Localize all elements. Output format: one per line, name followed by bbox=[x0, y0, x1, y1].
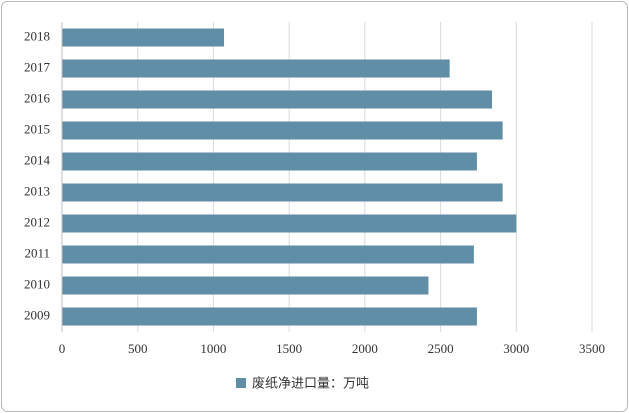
y-tick-label: 2015 bbox=[24, 121, 50, 136]
legend-swatch bbox=[236, 378, 246, 388]
y-tick-label: 2012 bbox=[24, 214, 50, 229]
y-tick-label: 2010 bbox=[24, 276, 50, 291]
bar bbox=[62, 121, 503, 140]
y-tick-label: 2009 bbox=[24, 307, 50, 322]
x-tick-label: 0 bbox=[59, 341, 66, 356]
bar bbox=[62, 245, 474, 264]
x-tick-label: 3500 bbox=[579, 341, 605, 356]
y-tick-label: 2016 bbox=[24, 90, 51, 105]
bar bbox=[62, 214, 517, 233]
bar bbox=[62, 28, 225, 47]
x-tick-label: 2500 bbox=[428, 341, 454, 356]
x-tick-label: 2000 bbox=[352, 341, 378, 356]
x-tick-label: 3000 bbox=[503, 341, 529, 356]
bar bbox=[62, 59, 450, 78]
legend-label: 废纸净进口量：万吨 bbox=[252, 376, 369, 392]
y-tick-label: 2017 bbox=[24, 59, 51, 74]
bar bbox=[62, 307, 477, 326]
y-tick-label: 2014 bbox=[24, 152, 51, 167]
x-tick-label: 1000 bbox=[200, 341, 226, 356]
y-tick-label: 2018 bbox=[24, 28, 50, 43]
y-tick-label: 2011 bbox=[24, 245, 50, 260]
bar bbox=[62, 183, 503, 202]
y-tick-label: 2013 bbox=[24, 183, 50, 198]
bar bbox=[62, 90, 493, 109]
bar bbox=[62, 152, 477, 171]
x-tick-label: 1500 bbox=[276, 341, 302, 356]
bar bbox=[62, 276, 429, 295]
x-tick-label: 500 bbox=[128, 341, 148, 356]
